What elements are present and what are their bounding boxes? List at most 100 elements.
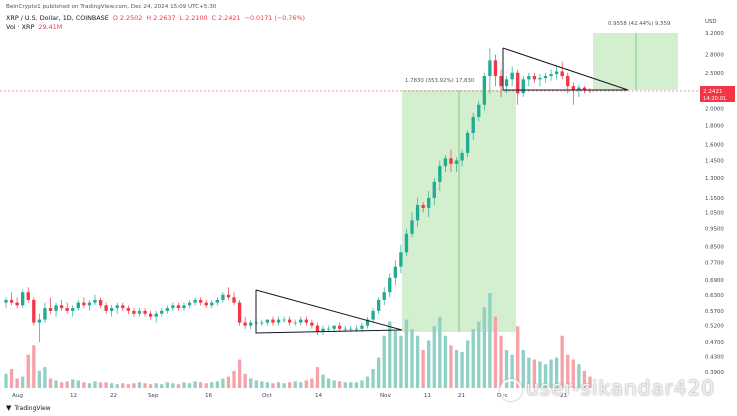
candle-body [310,322,314,326]
watermark: user-sikandar420 [500,376,715,401]
measure-zone-2[interactable] [593,33,678,90]
volume-bar [532,359,537,388]
volume-bar [332,380,336,388]
candle-body [382,292,386,300]
candle-body [126,308,131,311]
candle-body [37,319,42,323]
price-tick-label: 2.5000 [705,71,724,77]
volume-bar [176,384,181,388]
candle-body [98,299,103,306]
candle-body [115,305,119,309]
candle-body [527,76,531,80]
time-tick-label: 16 [205,393,213,399]
volume-bars [4,293,592,388]
candle-body [471,116,475,133]
candle-body [538,77,542,80]
volume-bar [293,381,297,388]
volume-bar [443,335,448,388]
candle-body [187,302,192,306]
volume-bar [488,293,492,388]
volume-bar [543,364,548,388]
symbol-name[interactable]: XRP / U.S. Dollar, 1D, COINBASE [6,14,109,22]
volume-bar [388,321,392,388]
candle-body [282,319,286,321]
candle-body [393,266,398,278]
candle-body [482,76,486,105]
tradingview-logo[interactable]: ▼ TradingView [6,404,51,412]
candle-body [232,297,236,303]
candle-body [343,328,347,330]
volume-bar [571,359,575,388]
candle-body [32,299,36,323]
volume-legend[interactable]: Vol · XRP 29.41M [6,23,62,31]
candle-body [26,292,30,300]
candle-body [438,166,442,182]
candle-body [493,60,498,77]
candle-body [71,308,75,311]
candle-body [48,308,53,311]
candle-body [427,197,431,208]
volume-bar [432,326,436,388]
candle-body [315,325,320,332]
candle-body [110,308,114,311]
volume-bar [421,350,425,388]
candle-body [210,302,214,306]
measure-label-1: 1.7830 (353.92%) 17,830 [405,78,475,84]
volume-bar [271,383,275,388]
volume-bar [260,381,264,388]
candle-body [237,302,242,323]
volume-bar [37,370,42,388]
descending-triangle-2[interactable] [502,47,629,91]
candle-body [182,305,186,309]
time-axis[interactable]: Aug 12 22 Sep 16 Oct 14 Nov 11 21 Dec 21 [12,393,568,399]
volume-bar [132,383,136,388]
candle-body [577,87,581,90]
volume-bar [210,382,214,388]
candle-body [388,277,392,293]
candle-body [360,325,364,329]
candle-body [198,299,203,303]
volume-bar [393,331,398,388]
volume-bar [15,378,19,388]
candle-body [571,86,575,90]
volume-bar [226,376,231,388]
candles [4,48,592,342]
volume-bar [549,359,553,388]
volume-bar [59,382,64,388]
volume-bar [265,382,270,388]
candle-body [215,299,220,303]
candle-body [21,292,25,306]
volume-bar [148,384,153,388]
descending-triangle-1[interactable] [255,289,403,334]
volume-bar [76,380,80,388]
candle-body [65,308,69,311]
candle-body [521,79,525,94]
candle-body [15,302,19,306]
volume-bar [527,357,531,388]
price-axis[interactable]: 3.20002.80002.50002.20002.00001.80001.60… [705,31,724,376]
price-tick-label: 1.1500 [705,196,724,202]
volume-label: Vol · XRP [6,23,35,31]
candle-body [243,322,247,326]
candle-body [449,158,453,164]
volume-bar [499,335,503,388]
volume-bar [326,378,331,388]
candle-body [354,328,359,330]
volume-bar [477,321,481,388]
candle-body [9,299,14,303]
price-tick-label: 1.4500 [705,158,724,164]
volume-bar [182,382,186,388]
volume-bar [126,384,131,388]
time-tick-label: 22 [110,393,117,399]
candle-body [432,181,436,198]
candle-body [59,305,64,309]
price-tick-label: 0.6900 [705,278,724,284]
candle-body [171,305,175,309]
candle-body [304,319,309,323]
symbol-ohlc-legend[interactable]: XRP / U.S. Dollar, 1D, COINBASE O 2.2502… [6,14,305,22]
volume-bar [9,369,14,388]
low-value: L 2.2100 [179,14,208,22]
price-tick-label: 0.5200 [705,324,724,330]
candle-body [371,310,375,320]
